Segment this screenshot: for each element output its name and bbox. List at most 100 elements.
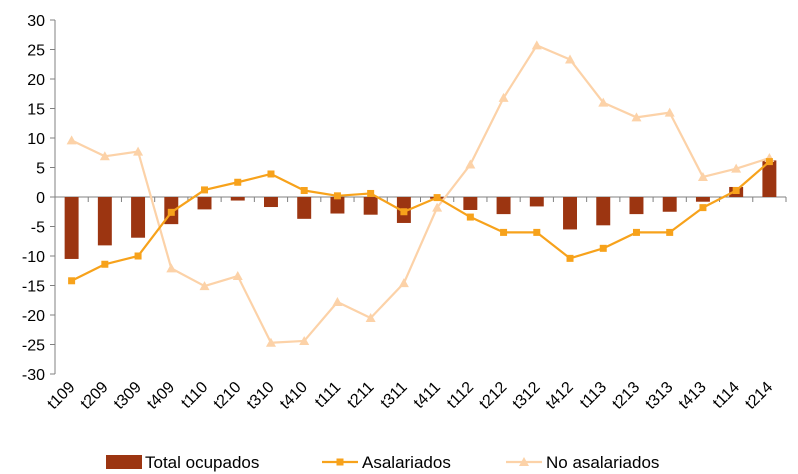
point-asalariados: [101, 260, 109, 268]
point-no-asalariados: [265, 337, 276, 347]
bar-total-ocupados: [64, 197, 79, 259]
y-tick-label: 15: [27, 102, 45, 119]
point-asalariados: [300, 187, 308, 195]
point-asalariados: [400, 208, 408, 216]
point-asalariados: [732, 187, 740, 195]
y-tick-label: -20: [22, 308, 45, 325]
point-asalariados: [367, 189, 375, 197]
bar-total-ocupados: [363, 197, 378, 215]
y-tick-label: 10: [27, 131, 45, 148]
point-asalariados: [134, 252, 142, 260]
bar-total-ocupados: [563, 197, 578, 230]
x-tick-label: t209: [78, 379, 112, 413]
x-tick-label: t111: [312, 379, 344, 411]
point-asalariados: [699, 204, 707, 212]
legend: Total ocupados Asalariados No asalariados: [106, 453, 659, 472]
x-tick-label: t412: [543, 379, 577, 413]
bar-total-ocupados: [263, 197, 278, 208]
y-tick-label: 0: [36, 190, 45, 207]
y-tick-label: 5: [36, 161, 45, 178]
x-tick-label: t312: [510, 379, 544, 413]
point-no-asalariados: [66, 135, 77, 145]
x-tick-label: t110: [178, 379, 211, 412]
x-tick-label: t109: [44, 379, 78, 413]
legend-label-asalariados: Asalariados: [362, 453, 451, 472]
x-tick-label: t113: [577, 379, 610, 412]
bar-total-ocupados: [197, 197, 212, 210]
point-no-asalariados: [99, 151, 110, 161]
point-no-asalariados: [731, 163, 742, 173]
bar-total-ocupados: [529, 197, 544, 207]
legend-swatch-total-ocupados: [106, 455, 142, 469]
point-asalariados: [68, 277, 76, 285]
point-no-asalariados: [697, 171, 708, 181]
line-no-asalariados: [71, 44, 770, 344]
bar-total-ocupados: [629, 197, 644, 215]
point-no-asalariados: [299, 335, 310, 345]
x-tick-label: t309: [111, 379, 145, 413]
x-tick-label: t212: [476, 379, 510, 413]
axes: 30 25 20 15 10 5 0 -5 -10 -15 -20 -25 -30: [22, 13, 787, 384]
y-tick-label: -10: [22, 249, 45, 266]
x-tick-label: t411: [411, 379, 444, 412]
bar-total-ocupados: [662, 197, 677, 212]
x-tick-label: t311: [378, 379, 411, 412]
legend-label-total-ocupados: Total ocupados: [145, 453, 259, 472]
bar-total-ocupados: [762, 160, 777, 197]
x-tick-label: t310: [244, 379, 278, 413]
x-tick-label: t413: [676, 379, 710, 413]
point-asalariados: [666, 228, 674, 236]
point-no-asalariados: [432, 202, 443, 212]
x-tick-label: t213: [609, 379, 643, 413]
y-tick-label: 30: [27, 13, 45, 30]
legend-marker-asalariados: [336, 458, 344, 466]
point-no-asalariados: [332, 297, 343, 307]
x-tick-label: t114: [710, 379, 743, 412]
x-tick-label: t112: [444, 379, 477, 412]
y-tick-label: -5: [31, 220, 45, 237]
y-tick-label: -30: [22, 367, 45, 384]
y-tick-label: 20: [27, 72, 45, 89]
point-asalariados: [566, 254, 574, 262]
bar-total-ocupados: [496, 197, 511, 215]
bar-total-ocupados: [97, 197, 112, 246]
x-tick-labels: t109 t209 t309 t409 t110 t210 t310 t410 t111 t211…: [44, 379, 776, 413]
point-no-asalariados: [465, 159, 476, 169]
point-asalariados: [533, 228, 541, 236]
point-no-asalariados: [664, 107, 675, 117]
x-tick-label: t214: [742, 379, 776, 413]
bar-total-ocupados: [131, 197, 146, 238]
point-asalariados: [765, 158, 773, 166]
y-tick-label: -25: [22, 338, 45, 355]
legend-marker-no-asalariados: [519, 457, 529, 466]
point-asalariados: [433, 194, 441, 202]
point-no-asalariados: [365, 312, 376, 322]
point-asalariados: [466, 213, 474, 221]
line-asalariados: [71, 160, 771, 282]
point-asalariados: [599, 244, 607, 252]
x-tick-label: t211: [344, 379, 377, 412]
point-no-asalariados: [631, 112, 642, 122]
point-asalariados: [500, 228, 508, 236]
point-no-asalariados: [565, 54, 576, 64]
point-no-asalariados: [232, 271, 243, 281]
bar-total-ocupados: [230, 197, 245, 201]
point-asalariados: [267, 170, 275, 178]
bar-total-ocupados: [463, 197, 478, 210]
y-tick-label: -15: [22, 279, 45, 296]
point-no-asalariados: [531, 40, 542, 50]
x-tick-label: t210: [211, 379, 245, 413]
x-tick-label: t410: [277, 379, 311, 413]
point-no-asalariados: [133, 146, 144, 156]
point-no-asalariados: [398, 278, 409, 288]
bar-total-ocupados: [596, 197, 611, 226]
x-tick-label: t409: [144, 379, 178, 413]
point-asalariados: [167, 208, 175, 216]
bar-total-ocupados: [297, 197, 312, 219]
point-asalariados: [632, 228, 640, 236]
bar-total-ocupados: [330, 197, 345, 214]
point-no-asalariados: [598, 97, 609, 107]
bar-total-ocupados: [695, 197, 710, 202]
y-tick-label: 25: [27, 43, 45, 60]
